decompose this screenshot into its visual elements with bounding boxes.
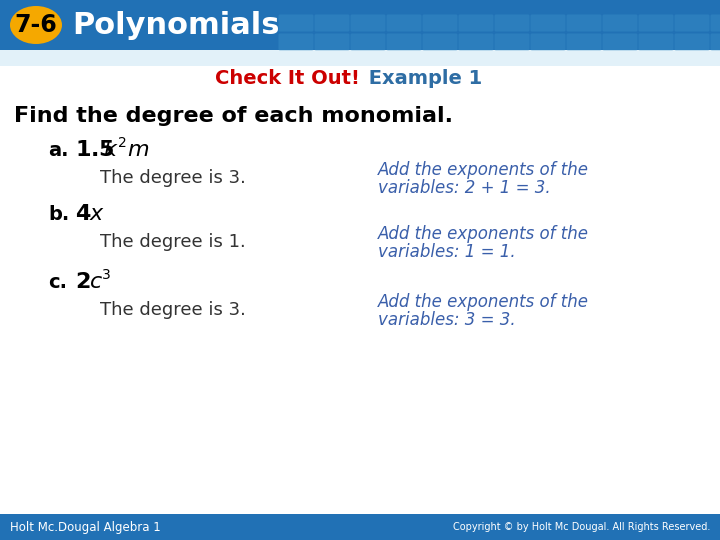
FancyBboxPatch shape (675, 15, 709, 31)
Bar (0, 514, 720, 540)
Text: Add the exponents of the: Add the exponents of the (378, 293, 589, 311)
FancyBboxPatch shape (423, 15, 457, 31)
Bar (0, 50, 720, 66)
Text: $\mathit{m}$: $\mathit{m}$ (127, 140, 149, 160)
Text: 7-6: 7-6 (14, 13, 58, 37)
Text: $2$: $2$ (117, 136, 127, 150)
Text: $\mathit{x}$: $\mathit{x}$ (89, 204, 105, 224)
FancyBboxPatch shape (567, 15, 601, 31)
FancyBboxPatch shape (315, 15, 349, 31)
Text: $3$: $3$ (101, 268, 111, 282)
Text: Example 1: Example 1 (362, 69, 482, 87)
Text: a.: a. (48, 140, 68, 159)
FancyBboxPatch shape (315, 33, 349, 51)
Text: variables: 1 = 1.: variables: 1 = 1. (378, 243, 516, 261)
Text: Copyright © by Holt Mc Dougal. All Rights Reserved.: Copyright © by Holt Mc Dougal. All Right… (453, 522, 710, 532)
Text: Add the exponents of the: Add the exponents of the (378, 161, 589, 179)
FancyBboxPatch shape (567, 33, 601, 51)
FancyBboxPatch shape (351, 15, 385, 31)
FancyBboxPatch shape (711, 15, 720, 31)
FancyBboxPatch shape (639, 15, 673, 31)
FancyBboxPatch shape (423, 33, 457, 51)
FancyBboxPatch shape (279, 15, 313, 31)
Ellipse shape (10, 6, 62, 44)
Text: variables: 3 = 3.: variables: 3 = 3. (378, 311, 516, 329)
FancyBboxPatch shape (495, 33, 529, 51)
Text: Find the degree of each monomial.: Find the degree of each monomial. (14, 106, 453, 126)
FancyBboxPatch shape (495, 15, 529, 31)
Text: $\mathbf{1.5}$: $\mathbf{1.5}$ (75, 140, 114, 160)
FancyBboxPatch shape (387, 33, 421, 51)
Text: $\mathbf{2}$: $\mathbf{2}$ (75, 272, 91, 292)
Text: $\mathit{k}$: $\mathit{k}$ (103, 140, 119, 160)
Text: Add the exponents of the: Add the exponents of the (378, 225, 589, 243)
Text: The degree is 3.: The degree is 3. (100, 301, 246, 319)
FancyBboxPatch shape (531, 33, 565, 51)
FancyBboxPatch shape (639, 33, 673, 51)
FancyBboxPatch shape (279, 33, 313, 51)
FancyBboxPatch shape (711, 33, 720, 51)
Text: Check It Out!: Check It Out! (215, 69, 360, 87)
Text: $\mathit{c}$: $\mathit{c}$ (89, 272, 103, 292)
FancyBboxPatch shape (459, 15, 493, 31)
Text: b.: b. (48, 205, 69, 224)
Text: The degree is 1.: The degree is 1. (100, 233, 246, 251)
FancyBboxPatch shape (459, 33, 493, 51)
FancyBboxPatch shape (351, 33, 385, 51)
Text: $\mathbf{4}$: $\mathbf{4}$ (75, 204, 91, 224)
Text: variables: 2 + 1 = 3.: variables: 2 + 1 = 3. (378, 179, 551, 197)
Text: c.: c. (48, 273, 67, 292)
Text: The degree is 3.: The degree is 3. (100, 169, 246, 187)
Text: Polynomials: Polynomials (72, 10, 279, 39)
Text: Holt Mc.Dougal Algebra 1: Holt Mc.Dougal Algebra 1 (10, 521, 161, 534)
Bar (0, 0, 720, 50)
FancyBboxPatch shape (603, 15, 637, 31)
FancyBboxPatch shape (531, 15, 565, 31)
FancyBboxPatch shape (603, 33, 637, 51)
FancyBboxPatch shape (387, 15, 421, 31)
FancyBboxPatch shape (675, 33, 709, 51)
